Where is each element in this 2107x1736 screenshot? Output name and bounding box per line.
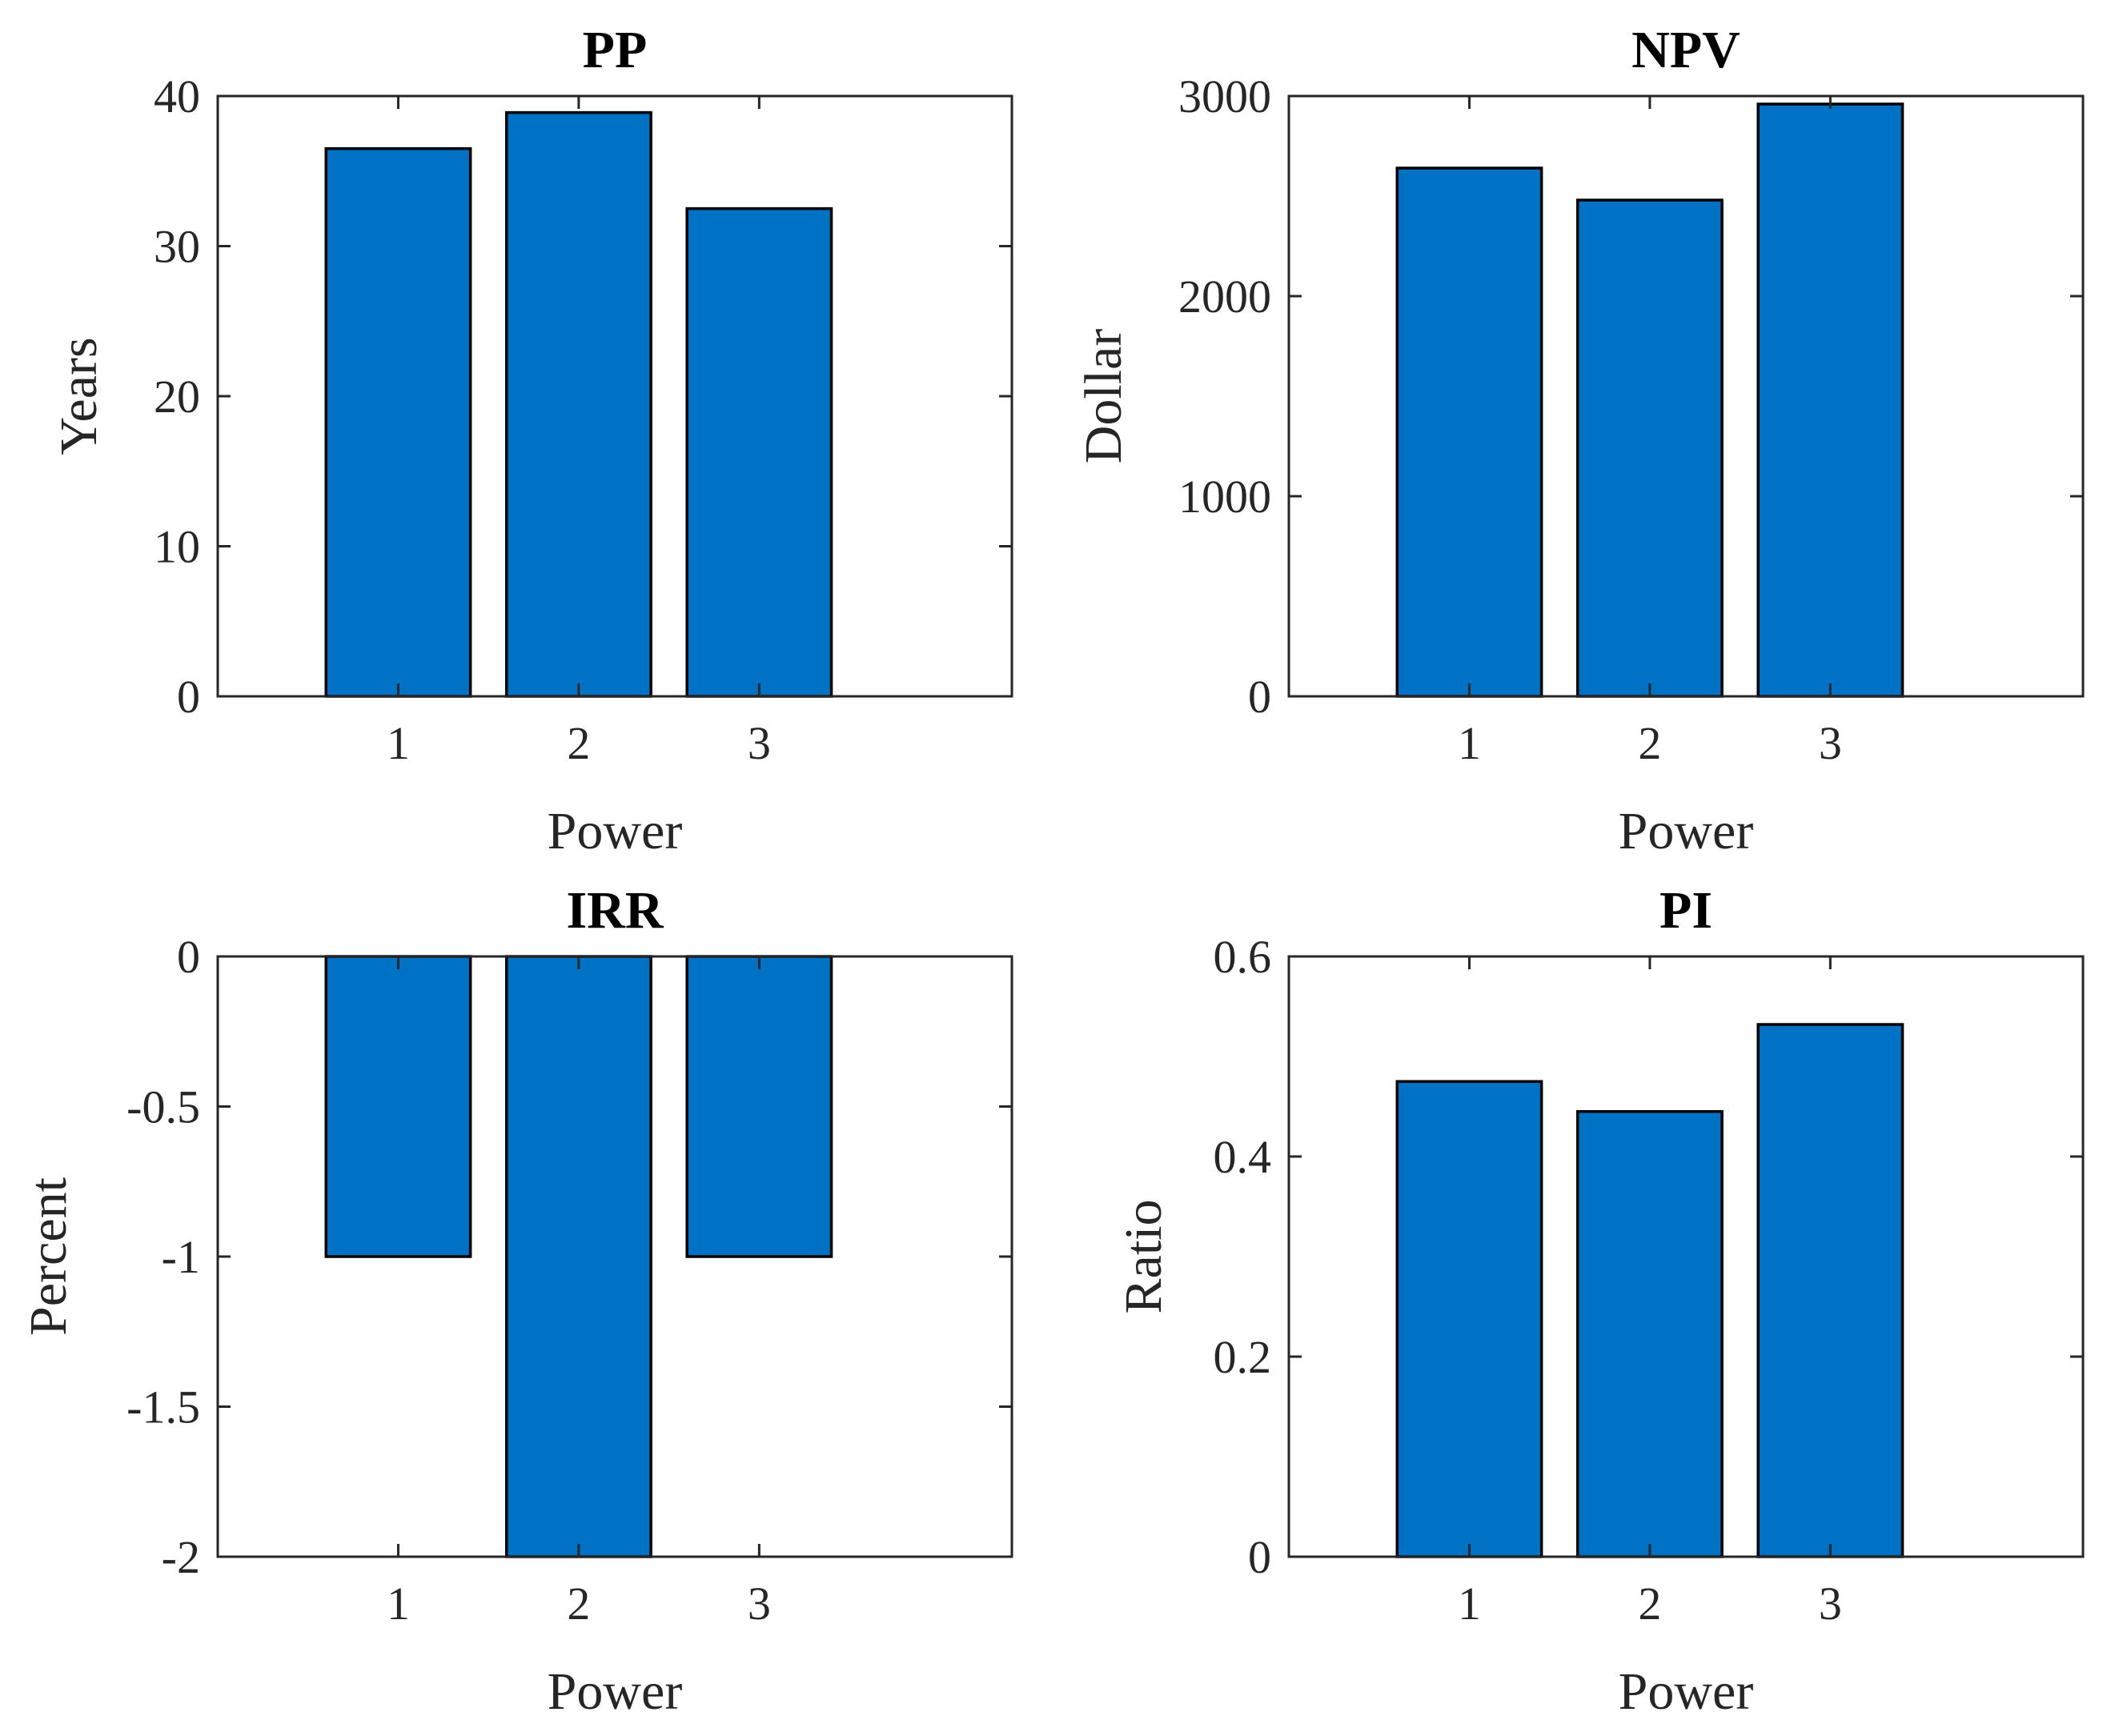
y-tick-label: 10 (154, 521, 200, 573)
x-axis-label: Power (1619, 1662, 1754, 1721)
y-tick-label: 0.2 (1214, 1331, 1272, 1383)
chart-npv: NPV 0 1000 2000 3000 1 2 3 Power Dollar (1074, 21, 2085, 860)
x-tick-label: 3 (748, 717, 771, 769)
bar-npv-2 (1575, 198, 1724, 698)
y-tick-label: 0.4 (1214, 1131, 1272, 1183)
y-tick-label: 0 (1248, 671, 1271, 723)
bar-pi-3 (1756, 1023, 1904, 1558)
x-tick-label: 1 (387, 717, 410, 769)
y-tick-label: 0 (177, 931, 200, 983)
bar-pp-3 (685, 206, 833, 698)
y-tick-label: 0.6 (1214, 931, 1272, 983)
plot-frame (1287, 955, 2085, 1558)
bar-irr-3 (685, 955, 833, 1258)
y-tick-label: 0 (177, 671, 200, 723)
y-tick-label: -2 (162, 1531, 200, 1583)
y-tick-label: 0 (1248, 1531, 1271, 1583)
x-tick-label: 2 (1638, 717, 1661, 769)
y-tick-label: 20 (154, 371, 200, 423)
y-axis-label: Dollar (1074, 329, 1133, 464)
x-tick-label: 3 (1819, 1578, 1842, 1630)
bar-npv-1 (1395, 166, 1543, 698)
y-tick-label: -1.5 (126, 1381, 200, 1433)
bar-irr-1 (324, 955, 472, 1258)
chart-title: IRR (566, 881, 664, 940)
y-tick-label: 3000 (1178, 70, 1271, 122)
x-tick-label: 3 (1819, 717, 1842, 769)
bar-pi-1 (1395, 1080, 1543, 1558)
y-axis-label: Years (50, 337, 108, 455)
y-tick-label: 40 (154, 70, 200, 122)
chart-title: PI (1660, 881, 1712, 940)
y-tick-label: 1000 (1178, 471, 1271, 523)
plot-frame (1287, 94, 2085, 698)
chart-pi: PI 0 0.2 0.4 0.6 1 2 3 Power Ratio (1114, 881, 2085, 1721)
bar-pp-1 (324, 146, 472, 698)
chart-pp: PP 0 10 20 30 40 1 2 3 Power Years (50, 21, 1013, 860)
y-axis-label: Percent (19, 1177, 78, 1336)
chart-title: PP (583, 21, 648, 79)
x-tick-label: 1 (1458, 717, 1481, 769)
y-tick-label: 2000 (1178, 271, 1271, 323)
bar-pi-2 (1575, 1110, 1724, 1558)
x-axis-label: Power (548, 802, 683, 860)
y-tick-label: -0.5 (126, 1081, 200, 1133)
x-tick-label: 3 (748, 1578, 771, 1630)
x-axis-label: Power (1619, 802, 1754, 860)
x-tick-label: 1 (1458, 1578, 1481, 1630)
chart-irr: IRR -2 -1.5 -1 -0.5 0 1 2 3 Power Percent (19, 881, 1013, 1721)
x-axis-label: Power (548, 1662, 683, 1721)
bar-pp-2 (504, 110, 652, 698)
bar-npv-3 (1756, 102, 1904, 698)
y-tick-label: -1 (162, 1231, 200, 1283)
bar-irr-2 (504, 955, 652, 1558)
x-tick-label: 2 (1638, 1578, 1661, 1630)
x-tick-label: 2 (567, 1578, 590, 1630)
y-axis-label: Ratio (1114, 1200, 1173, 1314)
x-tick-label: 1 (387, 1578, 410, 1630)
y-tick-label: 30 (154, 221, 200, 273)
x-tick-label: 2 (567, 717, 590, 769)
chart-title: NPV (1631, 21, 1740, 79)
